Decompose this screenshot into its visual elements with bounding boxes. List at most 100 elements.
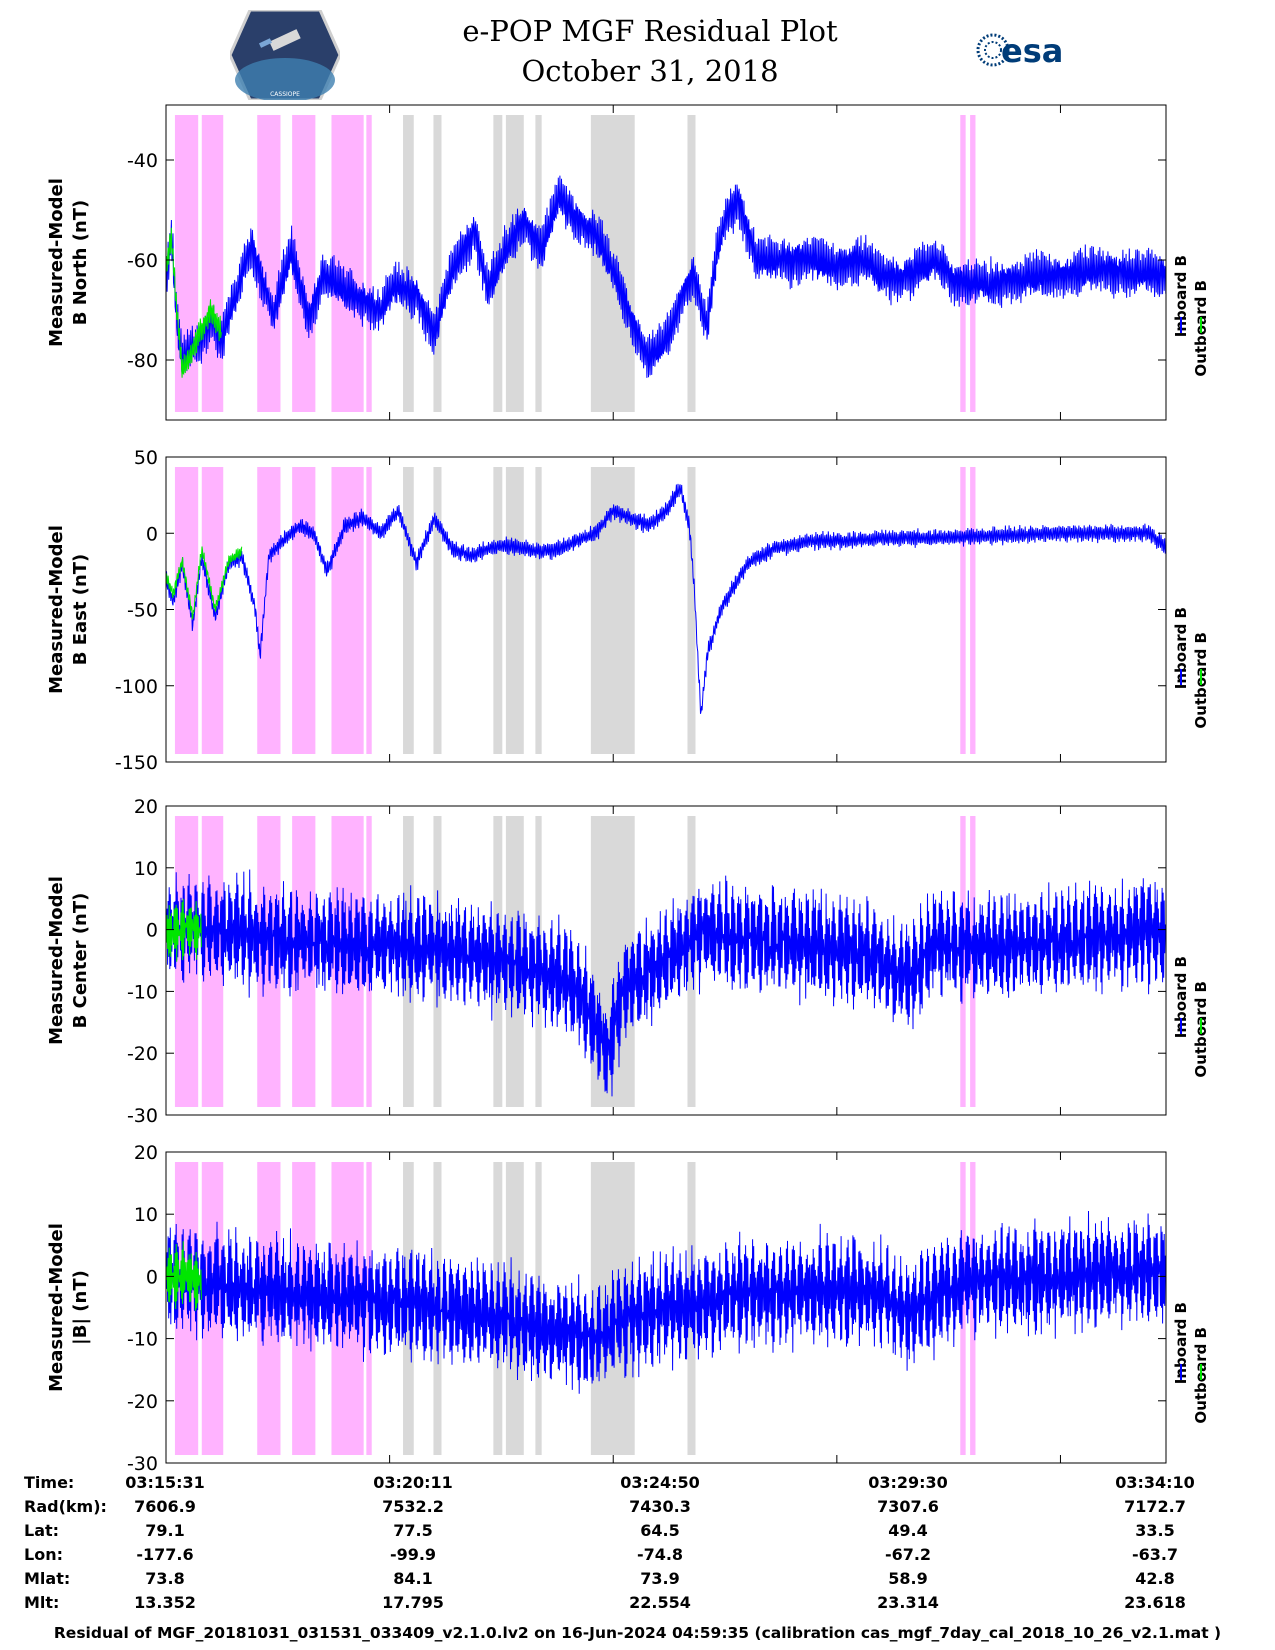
center-ytick-label-0: -30 (127, 1105, 158, 1127)
center-ytick-label-3: 0 (146, 920, 158, 942)
center-ytick-label-2: -10 (127, 981, 158, 1003)
info-lon-1: -99.9 (389, 1545, 437, 1564)
magenta-band-3 (292, 115, 316, 412)
total-series-outboard (166, 1241, 202, 1311)
magenta-band-6 (960, 1162, 966, 1455)
magenta-band-0 (174, 1162, 199, 1455)
gray-band-4 (535, 115, 542, 412)
magenta-band-1 (201, 467, 224, 754)
magenta-band-3 (292, 467, 316, 754)
info-rad-2: 7430.3 (629, 1497, 691, 1516)
magenta-band-6 (960, 467, 966, 754)
chart-subtitle: October 31, 2018 (521, 54, 779, 88)
info-lat-0: 79.1 (145, 1521, 185, 1540)
north-ytick-label-2: -40 (127, 150, 158, 172)
magenta-band-1 (201, 115, 224, 412)
gray-band-5 (590, 115, 635, 412)
east-series-outboard (166, 546, 243, 621)
center-ytick-label-4: 10 (134, 858, 158, 880)
info-lat-3: 49.4 (888, 1521, 928, 1540)
total-legend-inboard: Inboard B (1172, 1302, 1190, 1384)
east-ytick-label-4: 50 (134, 447, 158, 469)
info-mlat-1: 84.1 (393, 1569, 433, 1588)
total-ylabel-line2: |B| (nT) (70, 1270, 91, 1345)
info-label-time: Time: (24, 1473, 75, 1492)
magenta-band-6 (960, 115, 966, 412)
gray-band-3 (505, 467, 524, 754)
info-label-mlat: Mlat: (24, 1569, 71, 1588)
info-mlat-2: 73.9 (640, 1569, 680, 1588)
north-legend-inboard: Inboard B (1172, 255, 1190, 337)
info-mlat-4: 42.8 (1135, 1569, 1175, 1588)
center-ytick-label-5: 20 (134, 796, 158, 818)
info-mlt-2: 22.554 (629, 1593, 691, 1612)
info-mlat-3: 58.9 (888, 1569, 928, 1588)
north-axes-frame (165, 104, 1167, 421)
esa-logo-text: esa (1001, 32, 1063, 70)
east-ytick-label-1: -100 (115, 676, 158, 698)
panel-center: -30 -20 -10 0 10 20 Measured-Model B Center (nT… (46, 796, 1210, 1127)
info-mlat-0: 73.8 (145, 1569, 185, 1588)
magenta-band-7 (970, 1162, 976, 1455)
cassiope-logo-text: CASSIOPE (270, 91, 300, 98)
east-series-inboard (166, 483, 1166, 714)
gray-band-4 (535, 467, 542, 754)
info-rad-1: 7532.2 (382, 1497, 444, 1516)
gray-band-3 (505, 115, 524, 412)
total-axes-frame (165, 1151, 1167, 1464)
info-lat-1: 77.5 (393, 1521, 433, 1540)
east-ytick-label-2: -50 (127, 600, 158, 622)
total-ytick-label-5: 20 (134, 1142, 158, 1164)
info-label-lat: Lat: (24, 1521, 60, 1540)
north-ytick-label-1: -60 (127, 250, 158, 272)
center-ylabel-line1: Measured-Model (46, 876, 67, 1045)
magenta-band-2 (257, 115, 281, 412)
magenta-band-0 (174, 467, 199, 754)
cassiope-logo: CASSIOPE (228, 8, 342, 104)
gray-band-3 (505, 1162, 524, 1455)
panel-north: -80 -60 -40 Measured-Model B North (nT) Inboa… (46, 104, 1210, 421)
info-rad-4: 7172.7 (1124, 1497, 1186, 1516)
gray-band-0 (403, 467, 414, 754)
magenta-band-1 (201, 1162, 224, 1455)
north-ylabel-line2: B North (nT) (70, 200, 91, 326)
total-ytick-label-1: -20 (127, 1391, 158, 1413)
magenta-band-4 (331, 467, 364, 754)
info-time-4: 03:34:10 (1115, 1473, 1195, 1492)
center-series-outboard (166, 898, 202, 962)
info-time-1: 03:20:11 (373, 1473, 453, 1492)
info-lat-4: 33.5 (1135, 1521, 1175, 1540)
info-lon-2: -74.8 (636, 1545, 684, 1564)
magenta-band-7 (970, 115, 976, 412)
footer-caption: Residual of MGF_20181031_031531_033409_v… (53, 1624, 1222, 1642)
info-label-lon: Lon: (24, 1545, 63, 1564)
gray-band-1 (433, 467, 442, 754)
info-time-0: 03:15:31 (125, 1473, 205, 1492)
center-series-inboard (166, 869, 1166, 1097)
total-ytick-label-4: 10 (134, 1204, 158, 1226)
gray-band-6 (687, 467, 696, 754)
north-series-inboard (166, 175, 1166, 378)
panel-east: -150 -100 -50 0 50 Measured-Model B East (nT) I… (46, 447, 1210, 774)
north-ytick-label-0: -80 (127, 350, 158, 372)
info-mlt-3: 23.314 (877, 1593, 939, 1612)
info-mlt-1: 17.795 (382, 1593, 444, 1612)
chart-title: e-POP MGF Residual Plot (462, 14, 838, 48)
magenta-band-7 (970, 467, 976, 754)
east-ytick-label-0: -150 (115, 752, 158, 774)
info-time-2: 03:24:50 (620, 1473, 700, 1492)
gray-band-1 (433, 115, 442, 412)
total-ytick-label-0: -30 (127, 1453, 158, 1475)
magenta-band-5 (366, 115, 372, 412)
north-ylabel-line1: Measured-Model (46, 178, 67, 347)
center-axes-frame (165, 805, 1167, 1116)
info-mlt-4: 23.618 (1124, 1593, 1186, 1612)
total-ytick-label-3: 0 (146, 1266, 158, 1288)
total-series-inboard (166, 1210, 1166, 1394)
magenta-band-5 (366, 467, 372, 754)
info-lon-3: -67.2 (884, 1545, 932, 1564)
total-ytick-label-2: -10 (127, 1329, 158, 1351)
center-ylabel-line2: B Center (nT) (70, 893, 91, 1029)
magenta-band-1 (201, 816, 224, 1107)
